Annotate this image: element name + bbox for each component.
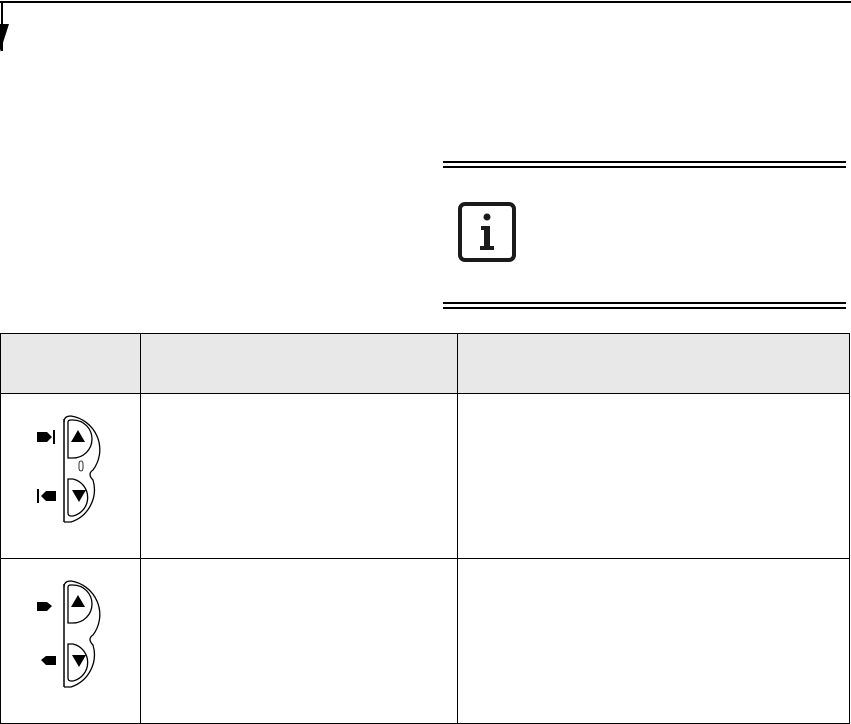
table-row — [0, 393, 850, 559]
button-function-table — [0, 333, 850, 724]
note-rule-bottom-1 — [443, 302, 846, 304]
chapter-marker — [0, 24, 9, 52]
scroll-button-arrow-icon — [37, 580, 101, 688]
header-cell — [0, 333, 141, 394]
note-rule-top-2 — [443, 166, 846, 168]
table-row — [0, 558, 850, 724]
page-top-rule — [0, 1, 851, 3]
function-cell — [457, 558, 850, 724]
table-header-row — [0, 333, 850, 394]
header-cell — [140, 333, 458, 394]
note-rule-top-1 — [443, 161, 846, 163]
note-rule-bottom-2 — [443, 307, 846, 309]
header-cell — [457, 333, 850, 394]
icon-cell — [0, 558, 141, 724]
info-icon — [458, 202, 518, 267]
description-cell — [140, 558, 458, 724]
icon-cell — [0, 393, 141, 559]
scroll-button-page-up-down-icon — [37, 415, 101, 523]
function-cell — [457, 393, 850, 559]
description-cell — [140, 393, 458, 559]
